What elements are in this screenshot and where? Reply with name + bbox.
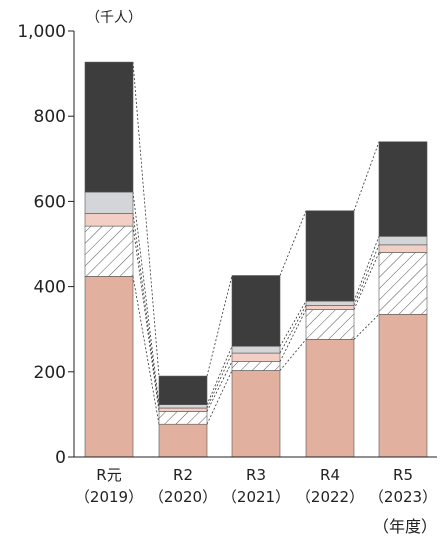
connector-line	[132, 276, 160, 425]
connector-line	[132, 62, 160, 377]
connector-line	[279, 210, 307, 276]
connector-line	[132, 226, 160, 412]
connector-line	[279, 339, 307, 371]
bar-segment	[305, 300, 355, 306]
bar-segment	[231, 370, 281, 458]
x-tick-label: R3	[246, 466, 266, 484]
bar-segment	[158, 407, 208, 412]
bar-segment	[84, 191, 134, 214]
bars	[84, 61, 428, 458]
y-tick-label: 200	[34, 363, 66, 383]
connector-line	[132, 213, 160, 409]
bar-segment	[378, 236, 428, 246]
bar-segment	[305, 210, 355, 302]
bar-segment	[84, 213, 134, 227]
connector-line	[353, 141, 380, 211]
bar-segment	[378, 313, 428, 458]
bar-segment	[231, 352, 281, 362]
connector-line	[279, 300, 307, 347]
connector-line	[206, 275, 233, 377]
x-tick-label-year: （2020）	[149, 488, 217, 506]
bar-segment	[158, 411, 208, 425]
y-tick-label: 0	[55, 448, 66, 468]
x-tick-label-year: （2022）	[296, 488, 364, 506]
bar-segment	[158, 375, 208, 405]
connector-line	[279, 305, 307, 354]
x-tick-label: R2	[173, 466, 193, 484]
bar-segment	[158, 423, 208, 458]
x-tick-label-year: （2023）	[369, 488, 437, 506]
x-axis-title: （年度）	[373, 517, 437, 536]
connector-line	[206, 370, 233, 425]
y-tick-label: 800	[34, 107, 66, 127]
x-tick-label: R元	[96, 466, 121, 484]
bar-segment	[231, 275, 281, 347]
bar-segment	[305, 305, 355, 310]
connector-line	[353, 236, 380, 302]
bar-segment	[84, 276, 134, 458]
x-tick-label-year: （2021）	[222, 488, 290, 506]
bar-segment	[378, 244, 428, 253]
bar-segment	[305, 339, 355, 458]
bar-segment	[378, 252, 428, 315]
x-tick-label-year: （2019）	[75, 488, 143, 506]
y-tick-label: 600	[34, 192, 66, 212]
y-tick-label: 400	[34, 278, 66, 298]
y-axis: 0 200 400 600 800 1,000	[17, 22, 75, 468]
connector-line	[353, 252, 380, 310]
bar-segment	[158, 404, 208, 409]
bar-segment	[84, 61, 134, 193]
bar-segment	[378, 141, 428, 237]
connector-lines	[132, 62, 380, 425]
x-tick-label: R5	[393, 466, 413, 484]
bar-segment	[84, 225, 134, 277]
connector-line	[132, 191, 160, 405]
y-unit-label: （千人）	[86, 10, 142, 26]
bar-segment	[305, 309, 355, 340]
connector-line	[353, 244, 380, 306]
bar-segment	[231, 361, 281, 371]
connector-line	[206, 346, 233, 405]
y-tick-label: 1,000	[17, 22, 66, 42]
connector-line	[206, 352, 233, 409]
x-axis: R元 （2019） R2 （2020） R3 （2021） R4 （2022） R5 （2023）	[74, 456, 437, 506]
connector-line	[206, 361, 233, 412]
bar-segment	[231, 345, 281, 354]
connector-line	[279, 309, 307, 362]
x-tick-label: R4	[320, 466, 340, 484]
connector-line	[353, 314, 380, 340]
